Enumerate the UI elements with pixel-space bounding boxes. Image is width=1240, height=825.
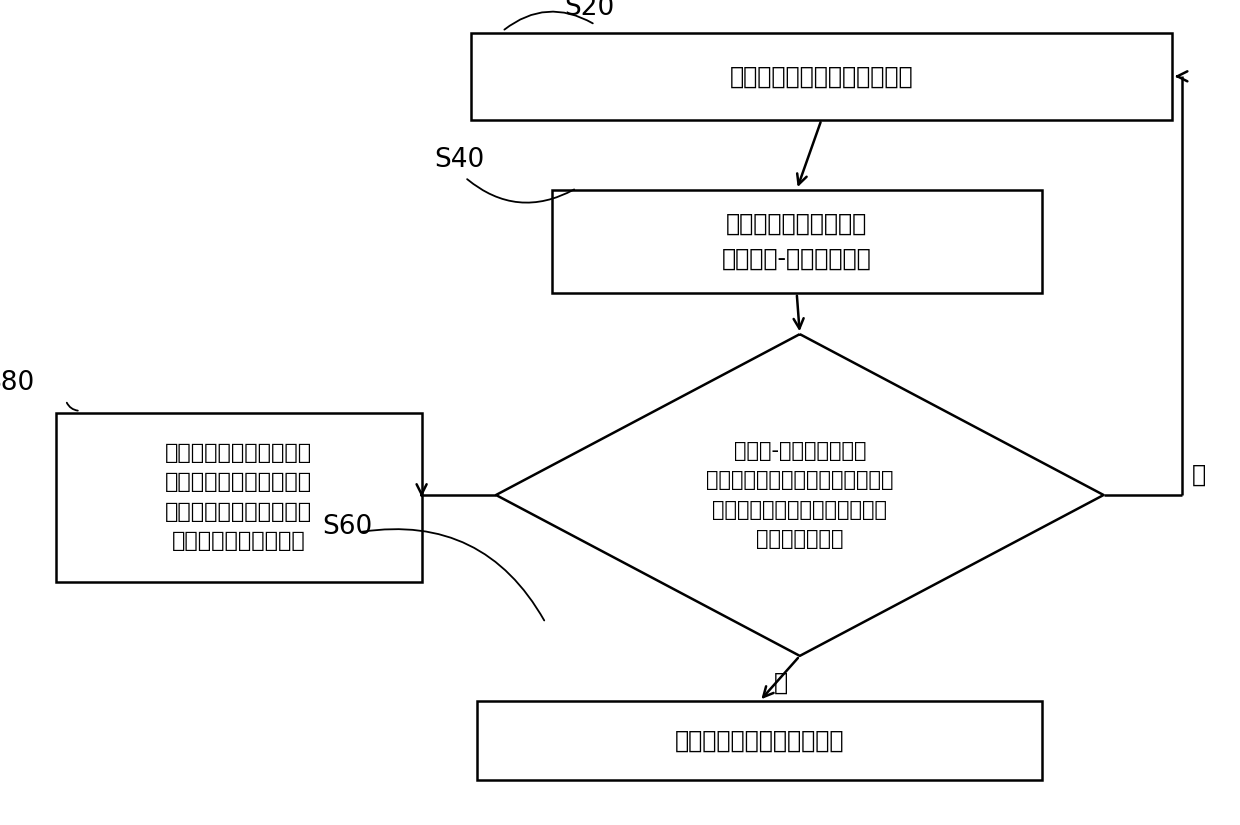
Text: 否: 否 [774, 671, 789, 695]
Text: S60: S60 [322, 514, 373, 540]
Text: 在充气完成后以及测量被
测件与测试标准件之间的
压差之前，平衡被测件与
测试标准件之间的压力: 在充气完成后以及测量被 测件与测试标准件之间的 压差之前，平衡被测件与 测试标准… [165, 443, 312, 551]
Text: S20: S20 [564, 0, 615, 21]
Text: 在充气阶段，建立被测
件的时间-压力变化曲线: 在充气阶段，建立被测 件的时间-压力变化曲线 [722, 211, 872, 271]
FancyBboxPatch shape [552, 190, 1042, 293]
Text: S40: S40 [434, 147, 485, 173]
Text: S80: S80 [0, 370, 35, 396]
Polygon shape [496, 334, 1104, 656]
Text: 在时间-应力变化曲线上
依次选取各时间点，判断在各时间
点处被测件的压力值是否大于或
等于预设压力值: 在时间-应力变化曲线上 依次选取各时间点，判断在各时间 点处被测件的压力值是否大… [706, 441, 894, 549]
Text: 向被测件和测试标准件中充气: 向被测件和测试标准件中充气 [729, 64, 914, 88]
FancyBboxPatch shape [477, 701, 1042, 780]
FancyBboxPatch shape [56, 412, 422, 582]
Text: 判定被测件的气密性不合格: 判定被测件的气密性不合格 [675, 728, 844, 752]
Text: 是: 是 [1192, 463, 1205, 487]
FancyBboxPatch shape [471, 33, 1172, 120]
